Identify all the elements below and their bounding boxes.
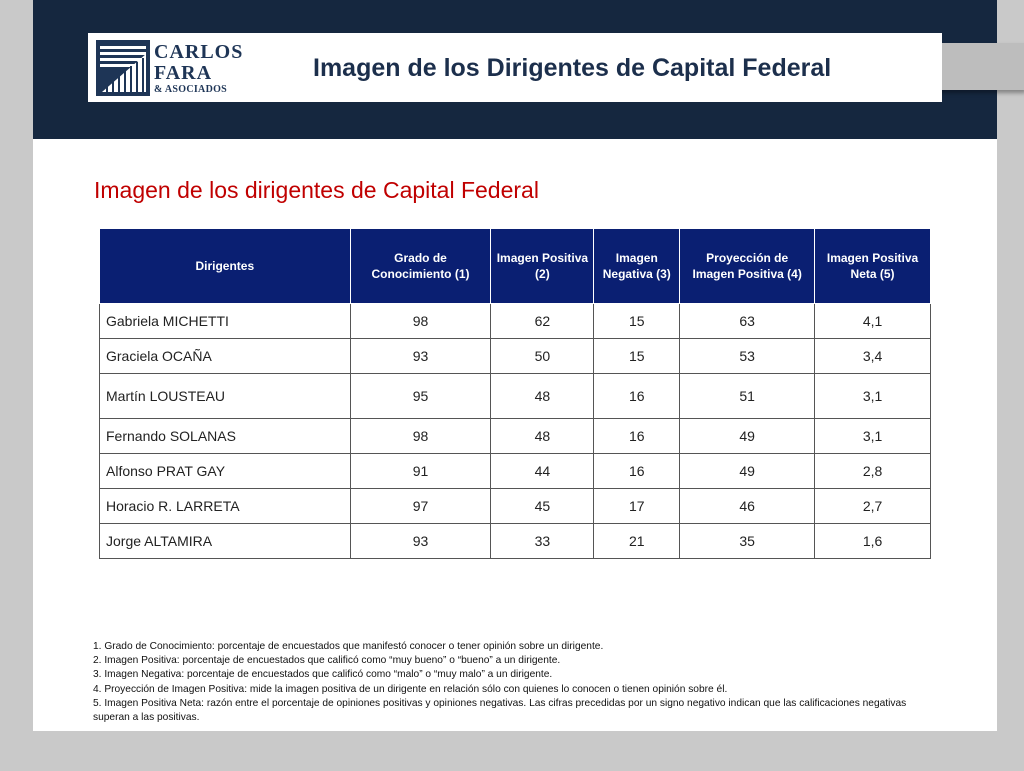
footnote: 4. Proyección de Imagen Positiva: mide l…: [93, 683, 728, 695]
table-row: Alfonso PRAT GAY 91 44 16 49 2,8: [99, 453, 931, 489]
page-title: Imagen de los dirigentes de Capital Fede…: [94, 177, 539, 203]
table-cell: 21: [593, 523, 681, 559]
table-cell: 3,1: [814, 418, 931, 454]
logo-mark-icon: [96, 40, 150, 96]
table-cell: 50: [490, 338, 595, 374]
table-cell: Martín LOUSTEAU: [99, 373, 351, 419]
table-cell: 3,1: [814, 373, 931, 419]
table-header-row: Dirigentes Grado de Conocimiento (1) Ima…: [99, 228, 931, 304]
table-row: Gabriela MICHETTI 98 62 15 63 4,1: [99, 303, 931, 339]
table-cell: 33: [490, 523, 595, 559]
column-header: Imagen Negativa (3): [593, 228, 681, 304]
table-cell: 62: [490, 303, 595, 339]
table-cell: 91: [349, 453, 492, 489]
table-row: Martín LOUSTEAU 95 48 16 51 3,1: [99, 373, 931, 419]
logo-line-2: FARA: [154, 62, 213, 84]
table-cell: 98: [349, 418, 492, 454]
table-cell: 44: [490, 453, 595, 489]
column-header: Proyección de Imagen Positiva (4): [679, 228, 816, 304]
leaders-table: Dirigentes Grado de Conocimiento (1) Ima…: [99, 228, 931, 559]
footnote: 2. Imagen Positiva: porcentaje de encues…: [93, 655, 561, 667]
logo-line-3: & ASOCIADOS: [154, 84, 228, 95]
table-row: Horacio R. LARRETA 97 45 17 46 2,7: [99, 488, 931, 524]
table-cell: 15: [593, 338, 681, 374]
table-cell: 45: [490, 488, 595, 524]
table-row: Graciela OCAÑA 93 50 15 53 3,4: [99, 338, 931, 374]
table-cell: Fernando SOLANAS: [99, 418, 351, 454]
table-cell: 48: [490, 373, 595, 419]
table-cell: 51: [679, 373, 816, 419]
table-cell: 97: [349, 488, 492, 524]
table-row: Jorge ALTAMIRA 93 33 21 35 1,6: [99, 523, 931, 559]
header-title: Imagen de los Dirigentes de Capital Fede…: [313, 54, 832, 82]
table-cell: Horacio R. LARRETA: [99, 488, 351, 524]
table-cell: 15: [593, 303, 681, 339]
company-logo: CARLOS FARA & ASOCIADOS: [96, 40, 246, 96]
table-cell: 16: [593, 373, 681, 419]
table-cell: Jorge ALTAMIRA: [99, 523, 351, 559]
footnotes: 1. Grado de Conocimiento: porcentaje de …: [93, 640, 933, 725]
table-cell: 17: [593, 488, 681, 524]
table-cell: 98: [349, 303, 492, 339]
table-cell: Alfonso PRAT GAY: [99, 453, 351, 489]
table-row: Fernando SOLANAS 98 48 16 49 3,1: [99, 418, 931, 454]
table-cell: 53: [679, 338, 816, 374]
table-cell: 16: [593, 453, 681, 489]
footnote: 5. Imagen Positiva Neta: razón entre el …: [93, 697, 907, 724]
table-cell: Graciela OCAÑA: [99, 338, 351, 374]
logo-line-1: CARLOS: [154, 41, 244, 63]
table-cell: 95: [349, 373, 492, 419]
header-box: [88, 33, 942, 102]
table-cell: 49: [679, 418, 816, 454]
table-cell: 1,6: [814, 523, 931, 559]
table-cell: 16: [593, 418, 681, 454]
table-cell: 93: [349, 523, 492, 559]
table-cell: 2,7: [814, 488, 931, 524]
table-cell: 63: [679, 303, 816, 339]
logo-text: CARLOS FARA & ASOCIADOS: [154, 42, 243, 95]
table-cell: 3,4: [814, 338, 931, 374]
table-cell: 2,8: [814, 453, 931, 489]
table-cell: 4,1: [814, 303, 931, 339]
footnote: 1. Grado de Conocimiento: porcentaje de …: [93, 641, 604, 652]
table-cell: 49: [679, 453, 816, 489]
table-cell: Gabriela MICHETTI: [99, 303, 351, 339]
column-header: Imagen Positiva (2): [490, 228, 595, 304]
table-cell: 48: [490, 418, 595, 454]
table-cell: 46: [679, 488, 816, 524]
table-cell: 35: [679, 523, 816, 559]
footnote: 3. Imagen Negativa: porcentaje de encues…: [93, 669, 553, 681]
column-header: Dirigentes: [99, 228, 351, 304]
column-header: Imagen Positiva Neta (5): [814, 228, 931, 304]
table-cell: 93: [349, 338, 492, 374]
column-header: Grado de Conocimiento (1): [349, 228, 492, 304]
